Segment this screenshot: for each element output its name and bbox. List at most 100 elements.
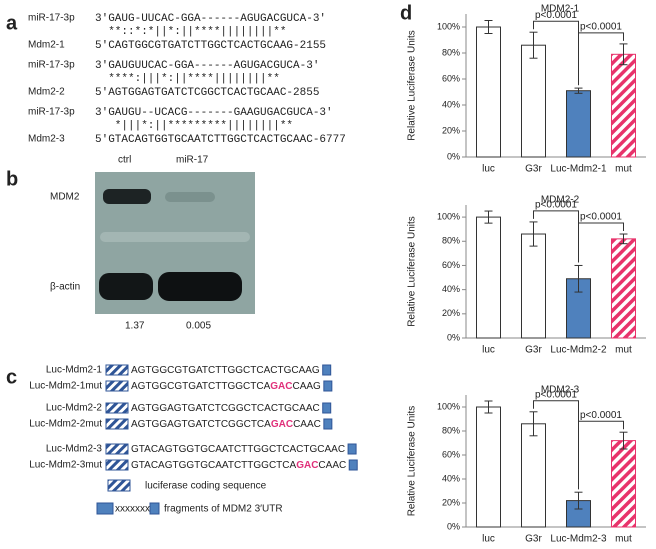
mirna-label: miR-17-3p [28, 60, 75, 71]
band-label: MDM2 [50, 192, 80, 203]
target-label: Mdm2-2 [28, 87, 65, 98]
y-tick-label: 60% [442, 449, 460, 459]
sequence-part: GAC [270, 381, 292, 392]
target-sequence: 5′CAGTGGCGTGATCTTGGCTCACTGCAAG-2155 [95, 40, 326, 52]
y-tick-label: 0% [447, 521, 460, 531]
panel-label: c [6, 366, 17, 388]
construct-sequence: AGTGGAGTGATCTCGGCTCACTGCAAC [131, 403, 320, 414]
sequence-part: CAAC [293, 419, 321, 430]
fragment-end [323, 380, 333, 392]
bar [476, 216, 501, 339]
y-tick-label: 40% [442, 473, 460, 483]
y-tick-label: 20% [442, 308, 460, 318]
error-bar [529, 221, 538, 247]
x-tick-label: Luc-Mdm2-1 [550, 164, 607, 175]
y-axis-label: Relative Luciferase Units [407, 406, 418, 517]
y-axis-label: Relative Luciferase Units [407, 216, 418, 327]
error-bar [619, 43, 628, 66]
y-tick-label: 60% [442, 73, 460, 83]
error-bar [574, 87, 583, 94]
legend-text: luciferase coding sequence [145, 481, 267, 492]
panel-label: b [6, 168, 18, 190]
y-tick-label: 0% [447, 151, 460, 161]
y-tick-label: 100% [437, 211, 460, 221]
sequence-part: AGTGGCGTGATCTTGGCTCACTGCAAG [131, 365, 320, 376]
bar [521, 44, 546, 158]
luciferase-box [105, 459, 129, 471]
target-label: Mdm2-3 [28, 134, 65, 145]
significance-bracket [578, 32, 624, 86]
significance-bracket [578, 222, 624, 263]
western-blot [95, 172, 255, 314]
y-tick-label: 80% [442, 425, 460, 435]
sequence-part: AGTGGCGTGATCTTGGCTCA [131, 381, 271, 392]
luciferase-box [105, 402, 129, 414]
bar [476, 26, 501, 158]
panel-label: d [400, 2, 412, 24]
error-bar [484, 20, 493, 34]
construct-label: Luc-Mdm2-1 [46, 365, 103, 376]
bar [476, 406, 501, 528]
error-bar [619, 233, 628, 245]
band-label: β-actin [50, 282, 80, 293]
y-tick-label: 40% [442, 284, 460, 294]
target-label: Mdm2-1 [28, 40, 65, 51]
p-value: p<0.0001 [580, 22, 622, 33]
p-value: p<0.0001 [580, 410, 622, 421]
sequence-part: GAC [271, 419, 293, 430]
error-bar [529, 411, 538, 437]
luciferase-icon [107, 479, 131, 492]
mirna-sequence: 3′GAUG-UUCAC-GGA------AGUGACGUCA-3′ [95, 13, 326, 25]
x-tick-label: luc [482, 164, 495, 175]
error-bar [529, 31, 538, 59]
x-tick-label: luc [482, 345, 495, 356]
bar [611, 440, 636, 528]
target-sequence: 5′GTACAGTGGTGCAATCTTGGCTCACTGCAAC-6777 [95, 134, 346, 146]
construct-label: Luc-Mdm2-3mut [29, 460, 102, 471]
x-tick-label: G3r [525, 164, 542, 175]
bar [521, 423, 546, 528]
error-bar [619, 431, 628, 450]
y-tick-label: 0% [447, 332, 460, 342]
p-value: p<0.0001 [535, 200, 577, 211]
sequence-part: GTACAGTGGTGCAATCTTGGCTCA [131, 460, 297, 471]
y-tick-label: 80% [442, 47, 460, 57]
construct-sequence: AGTGGCGTGATCTTGGCTCACTGCAAG [131, 365, 320, 376]
match-line: ****:|||*:||****||||||||** [95, 73, 280, 85]
x-tick-label: luc [482, 534, 495, 545]
target-sequence: 5′AGTGGAGTGATCTCGGCTCACTGCAAC-2855 [95, 87, 319, 99]
legend-text: xxxxxxx [115, 504, 150, 515]
y-tick-label: 80% [442, 236, 460, 246]
x-tick-label: mut [615, 534, 632, 545]
mirna-label: miR-17-3p [28, 13, 75, 24]
y-tick-label: 20% [442, 497, 460, 507]
y-tick-label: 20% [442, 125, 460, 135]
chart-title: MDM2-1 [541, 4, 580, 15]
y-tick-label: 100% [437, 21, 460, 31]
lane-label: ctrl [118, 155, 131, 166]
y-tick-label: 100% [437, 401, 460, 411]
construct-label: Luc-Mdm2-2 [46, 403, 103, 414]
bar [521, 233, 546, 339]
fragment-end [347, 443, 357, 455]
bar [566, 90, 591, 158]
match-line: *|||*:||*********||||||||** [95, 120, 293, 132]
x-tick-label: Luc-Mdm2-2 [550, 345, 607, 356]
x-tick-label: Luc-Mdm2-3 [550, 534, 607, 545]
mirna-label: miR-17-3p [28, 107, 75, 118]
construct-label: Luc-Mdm2-2mut [29, 419, 102, 430]
luciferase-box [105, 364, 129, 376]
sequence-part: GTACAGTGGTGCAATCTTGGCTCACTGCAAC [131, 444, 345, 455]
lane-label: miR-17 [176, 155, 209, 166]
bar [611, 53, 636, 158]
error-bar [574, 264, 583, 293]
sequence-part: CAAG [293, 381, 322, 392]
fragment-end [322, 402, 332, 414]
panel-label: a [6, 12, 18, 34]
significance-bracket [578, 420, 624, 490]
x-tick-label: mut [615, 164, 632, 175]
construct-label: Luc-Mdm2-1mut [29, 381, 102, 392]
sequence-part: CAAC [318, 460, 346, 471]
luciferase-box [105, 380, 129, 392]
